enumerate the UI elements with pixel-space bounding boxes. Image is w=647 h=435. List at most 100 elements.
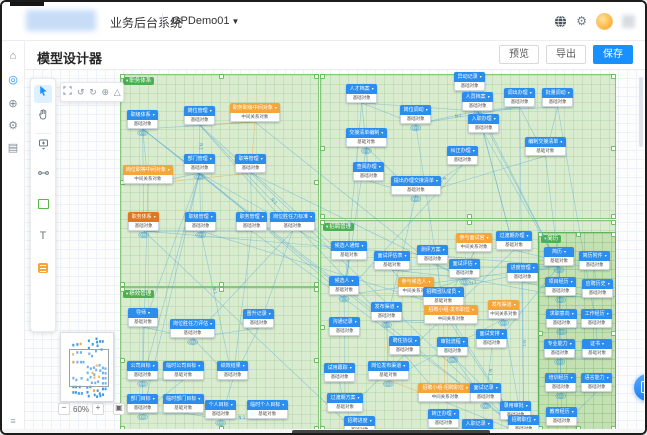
node-title[interactable]: 沟通记录 ▾ — [329, 317, 361, 327]
node-title[interactable]: 人才档案 ▾ — [346, 84, 378, 94]
model-node[interactable]: 发布渠道 ▾ 中间关系对象 — [488, 300, 520, 319]
select-tool[interactable] — [34, 85, 52, 103]
node-title[interactable]: 面试记录 ▾ — [470, 383, 502, 393]
node-title[interactable]: 批量调动 ▾ — [542, 88, 574, 98]
group-handle[interactable] — [611, 74, 616, 79]
sidebar-collapse-button[interactable]: ≡ — [2, 411, 24, 431]
node-title[interactable]: 简历附件 ▾ — [579, 251, 611, 261]
group-handle[interactable] — [320, 324, 325, 330]
model-node[interactable]: 证书 ▾ 基础对象 — [582, 339, 612, 358]
model-node[interactable]: 临时个人目标 ▾ 基础对象 — [247, 400, 288, 419]
node-title[interactable]: 培训经历 ▾ — [545, 373, 577, 383]
group-handle[interactable] — [611, 214, 616, 219]
redo-icon[interactable]: ↻ — [89, 87, 97, 97]
model-node[interactable]: 岗位胜任力标准 ▾ 基础对象 — [270, 212, 316, 231]
model-node[interactable]: 项目经历 ▾ 基础对象 — [545, 277, 577, 296]
group-handle[interactable] — [320, 214, 325, 219]
node-title[interactable]: 招聘团队成员 ▾ — [423, 287, 464, 297]
group-handle[interactable] — [467, 220, 472, 225]
node-title[interactable]: 招聘职位 ▾ — [508, 415, 540, 425]
node-title[interactable]: 公司目标 ▾ — [127, 361, 159, 371]
model-node[interactable]: 教育经历 ▾ 基础对象 — [546, 407, 578, 426]
model-node[interactable]: 人员档案 ▾ 基础对象 — [462, 92, 494, 111]
node-title[interactable]: 测评方案 ▾ — [417, 245, 449, 255]
model-node[interactable]: 招聘进度▾基础对象 — [344, 416, 376, 429]
node-title[interactable]: 求职意向 ▾ — [546, 309, 578, 319]
node-title[interactable]: 招聘小组-发布职位 ▾ — [424, 305, 479, 315]
node-title[interactable]: 语言能力 ▾ — [581, 373, 613, 383]
group-handle[interactable] — [314, 287, 319, 292]
model-node[interactable]: 编制交接清单 ▾ 基础对象 — [525, 137, 566, 156]
model-canvas[interactable]: N:1N:1N:1N:1N:1N:1N:1N:1N:1N:1N:1N:1N:1N… — [24, 69, 644, 429]
model-node[interactable]: 岗位调动 ▾ 基础对象 — [400, 105, 432, 124]
group-handle[interactable] — [120, 282, 125, 287]
group-handle[interactable] — [314, 426, 319, 429]
model-node[interactable]: 批量调动 ▾ 基础对象 — [542, 88, 574, 107]
group-handle[interactable] — [314, 179, 319, 185]
horizontal-scrollbar-thumb[interactable] — [292, 430, 490, 433]
node-title[interactable]: 临时个人目标 ▾ — [247, 400, 288, 410]
model-node[interactable]: 纠正办理 ▾ 基础对象 — [447, 146, 479, 165]
group-label[interactable]: ▾绩效管理 — [123, 290, 155, 298]
sidebar-item-settings[interactable]: ⚙ — [2, 116, 24, 136]
group-handle[interactable] — [467, 214, 472, 219]
model-node[interactable]: 调出办理 ▾ 基础对象 — [504, 88, 536, 107]
model-node[interactable]: 招聘小组-招聘职位 ▾ 中间关系对象 — [418, 383, 473, 402]
node-title[interactable]: 专业能力 ▾ — [544, 339, 576, 349]
group-handle[interactable] — [320, 426, 325, 429]
pan-tool[interactable] — [34, 109, 52, 127]
group-label[interactable]: ▾职务体系 — [123, 77, 155, 85]
fit-screen-button[interactable]: ▣ — [113, 403, 126, 415]
group-handle[interactable] — [320, 220, 325, 225]
model-node[interactable]: 入职记录▾基础对象 — [462, 419, 494, 429]
model-node[interactable]: 过渡期方案 ▾ 基础对象 — [327, 393, 363, 412]
group-handle[interactable] — [120, 358, 125, 363]
node-title[interactable]: 发布渠道 ▾ — [371, 302, 403, 312]
group-handle[interactable] — [611, 145, 616, 151]
node-title[interactable]: 面试评估 ▾ — [449, 259, 481, 269]
list-tool[interactable] — [34, 259, 52, 277]
node-title[interactable]: 试用跟踪 ▾ — [324, 363, 356, 373]
model-node[interactable]: 职等管理 ▾ 基础对象 — [235, 154, 267, 173]
node-title[interactable]: 简历 ▾ — [544, 247, 574, 257]
group-handle[interactable] — [218, 287, 224, 292]
node-title[interactable]: 职等管理 ▾ — [235, 154, 267, 164]
node-title[interactable]: 绩效结果 ▾ — [217, 361, 249, 371]
minimap[interactable] — [60, 332, 114, 402]
model-node[interactable]: 招聘职位 ▾ 基础对象 — [508, 415, 540, 429]
vertical-scrollbar[interactable] — [639, 77, 643, 147]
node-title[interactable]: 招聘进度 ▾ — [344, 416, 376, 426]
assistant-fab[interactable] — [634, 374, 644, 401]
sidebar-item-data[interactable]: ▤ — [2, 138, 24, 158]
model-node[interactable]: 职务职级中间对象 ▾ 中间关系对象 — [230, 103, 280, 122]
node-title[interactable]: 职务体系 ▾ — [128, 212, 160, 222]
model-node[interactable]: 候选人通知 ▾ 基础对象 — [331, 241, 367, 260]
node-title[interactable]: 调出办理 ▾ — [504, 88, 536, 98]
group-handle[interactable] — [538, 330, 543, 336]
text-tool[interactable]: T — [34, 227, 52, 245]
model-node[interactable]: 岗位胜任力评估 ▾ 基础对象 — [170, 319, 216, 338]
node-title[interactable]: 过渡期方案 ▾ — [327, 393, 363, 403]
model-node[interactable]: 专业能力 ▾ 基础对象 — [544, 339, 576, 358]
node-title[interactable]: 个人目标 ▾ — [205, 400, 237, 410]
group-handle[interactable] — [576, 232, 581, 237]
preview-button[interactable]: 预览 — [499, 45, 539, 64]
model-node[interactable]: 岗位管理 ▾ 基础对象 — [184, 106, 216, 125]
node-title[interactable]: 面试评估表 ▾ — [374, 251, 410, 261]
model-node[interactable]: 提出办理交接清单 ▾ 基础对象 — [391, 176, 441, 195]
node-title[interactable]: 职务职级中间对象 ▾ — [230, 103, 280, 113]
model-node[interactable]: 试用跟踪 ▾ 基础对象 — [324, 363, 356, 382]
model-node[interactable]: 进度管理 ▾ 基础对象 — [507, 263, 539, 282]
group-handle[interactable] — [320, 74, 325, 79]
node-title[interactable]: 晋升记录 ▾ — [243, 309, 275, 319]
model-node[interactable]: 职务体系 ▾ 基础对象 — [128, 212, 160, 231]
group-tool[interactable] — [34, 195, 52, 213]
model-node[interactable]: 部门管理 ▾ 基础对象 — [184, 154, 216, 173]
node-title[interactable]: 入职记录 ▾ — [462, 419, 494, 429]
node-title[interactable]: 岗位管理 ▾ — [184, 106, 216, 116]
group-handle[interactable] — [314, 282, 319, 287]
node-title[interactable]: 录用审批 ▾ — [500, 401, 532, 411]
node-title[interactable]: 面试安排 ▾ — [476, 329, 508, 339]
node-title[interactable]: 查阅办理 ▾ — [353, 162, 385, 172]
model-node[interactable]: 岗位职等中间对象 ▾ 中间关系对象 — [123, 165, 173, 184]
